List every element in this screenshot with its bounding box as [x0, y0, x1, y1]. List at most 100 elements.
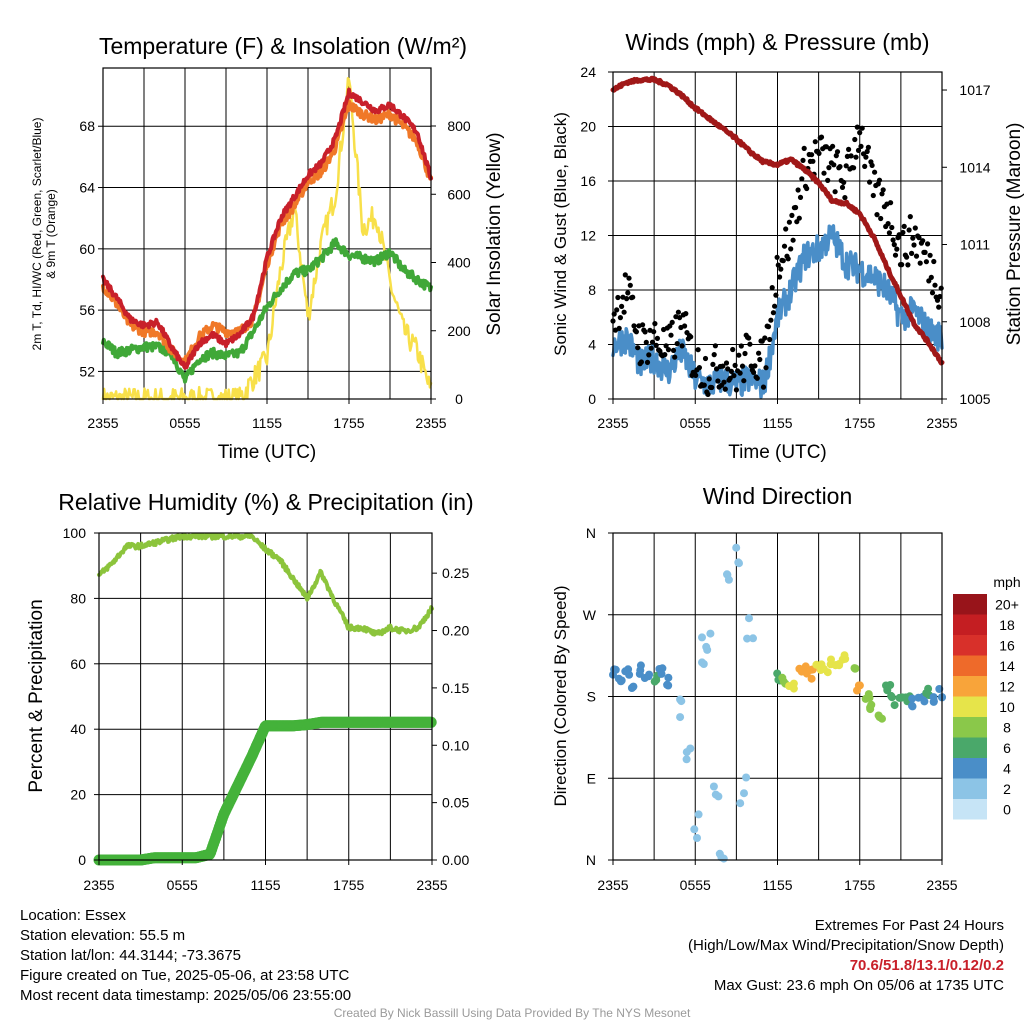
gust-point: [799, 176, 805, 182]
direction-point: [664, 673, 673, 682]
y2-tick-label: 0.25: [442, 565, 469, 581]
gust-point: [826, 165, 832, 171]
direction-point: [740, 789, 748, 798]
gust-point: [929, 290, 936, 296]
direction-point: [743, 634, 752, 643]
gust-point: [665, 347, 672, 353]
gust-point: [810, 158, 816, 164]
direction-point: [745, 614, 753, 623]
gust-point: [706, 376, 712, 382]
direction-point: [694, 810, 703, 819]
y2-tick-label: 1005: [959, 391, 990, 407]
gust-point: [876, 177, 883, 183]
gust-point: [710, 361, 716, 367]
gust-point: [756, 350, 762, 356]
gust-point: [853, 154, 859, 160]
y2-tick-label: 0.20: [442, 623, 469, 639]
gust-point: [858, 143, 864, 149]
gust-point: [746, 335, 752, 341]
direction-point: [886, 681, 895, 689]
speed-legend: mph 0 2 4 6 8 10 12 14 16 18 20+: [953, 574, 1021, 820]
wind-panel: 0 4 8 12 16 20 24 1005 1008 1011 1014 1017 2355 0555 1…: [551, 29, 1024, 463]
gust-point: [630, 294, 636, 300]
gust-point: [890, 237, 896, 243]
y2-tick-label: 1008: [959, 314, 990, 330]
gust-point: [773, 292, 779, 298]
gust-point: [859, 125, 865, 131]
y2-axis-label: Station Pressure (Maroon): [1004, 123, 1024, 346]
gust-point: [816, 150, 822, 156]
chart-title: Wind Direction: [703, 483, 853, 509]
gust-point: [843, 163, 849, 169]
x-tick-label: 2355: [597, 415, 628, 431]
gust-point: [870, 192, 876, 199]
gust-point: [722, 386, 728, 392]
legend-swatch: [953, 778, 987, 799]
legend-label: 20+: [995, 596, 1019, 612]
direction-point: [636, 666, 645, 675]
y-tick-label: 80: [70, 590, 86, 606]
direction-point: [611, 665, 620, 674]
x-tick-label: 0555: [169, 415, 200, 431]
legend-swatch: [953, 717, 987, 738]
direction-point: [693, 834, 701, 842]
y-tick-label: 8: [588, 282, 596, 298]
gust-point: [646, 352, 652, 358]
chart-title: Relative Humidity (%) & Precipitation (i…: [58, 489, 473, 515]
direction-point: [827, 655, 835, 664]
x-axis-label: Time (UTC): [218, 442, 317, 463]
gust-point: [737, 370, 743, 376]
direction-point: [736, 799, 745, 808]
direction-point: [779, 677, 788, 686]
gust-point: [885, 221, 891, 227]
gust-point: [931, 258, 937, 265]
gust-point: [675, 309, 682, 315]
gust-point: [720, 363, 726, 369]
x-tick-label: 2355: [416, 877, 447, 893]
legend-swatch: [953, 737, 987, 758]
gust-point: [615, 294, 621, 301]
gust-point: [899, 262, 905, 268]
gust-point: [652, 321, 658, 327]
gust-point: [916, 235, 922, 241]
gust-point: [934, 297, 941, 303]
x-tick-label: 2355: [926, 877, 957, 893]
direction-point: [682, 755, 691, 764]
gust-point: [894, 246, 900, 252]
gust-point: [624, 296, 630, 302]
y-axis-label: Percent & Precipitation: [26, 599, 47, 792]
gust-point: [834, 149, 841, 155]
y2-tick-label: 0: [455, 391, 463, 407]
gust-point: [788, 246, 794, 252]
gust-point: [923, 259, 930, 265]
legend-label: 16: [999, 637, 1015, 653]
gust-point: [683, 311, 689, 317]
gust-point: [616, 325, 622, 331]
y2-tick-label: 0.00: [442, 852, 469, 868]
y-tick-label: 52: [79, 363, 95, 379]
y-tick-label: 4: [588, 337, 596, 353]
gust-point: [927, 252, 933, 258]
station-info: Location: Essex Station elevation: 55.5 …: [20, 906, 351, 1006]
gust-point: [797, 194, 804, 200]
direction-point: [640, 674, 649, 682]
gust-point: [869, 162, 875, 168]
gust-point: [862, 163, 868, 169]
direction-point: [702, 642, 711, 651]
legend-label: 12: [999, 678, 1015, 694]
gust-point: [832, 189, 838, 195]
gust-point: [865, 144, 872, 150]
y-tick-label: N: [586, 852, 596, 868]
y2-tick-label: 0.15: [442, 680, 469, 696]
x-tick-label: 2355: [83, 877, 114, 893]
y2-tick-label: 1014: [959, 159, 990, 175]
legend-label: 4: [1003, 760, 1011, 776]
gust-point: [754, 375, 760, 381]
gust-point: [878, 215, 884, 222]
gust-point: [626, 275, 632, 281]
y-tick-label: 100: [63, 525, 87, 541]
gust-point: [721, 379, 727, 385]
temp-panel: 52 56 60 64 68 0 200 400 600 800 2355 0555 1155 1755 2…: [30, 33, 505, 463]
